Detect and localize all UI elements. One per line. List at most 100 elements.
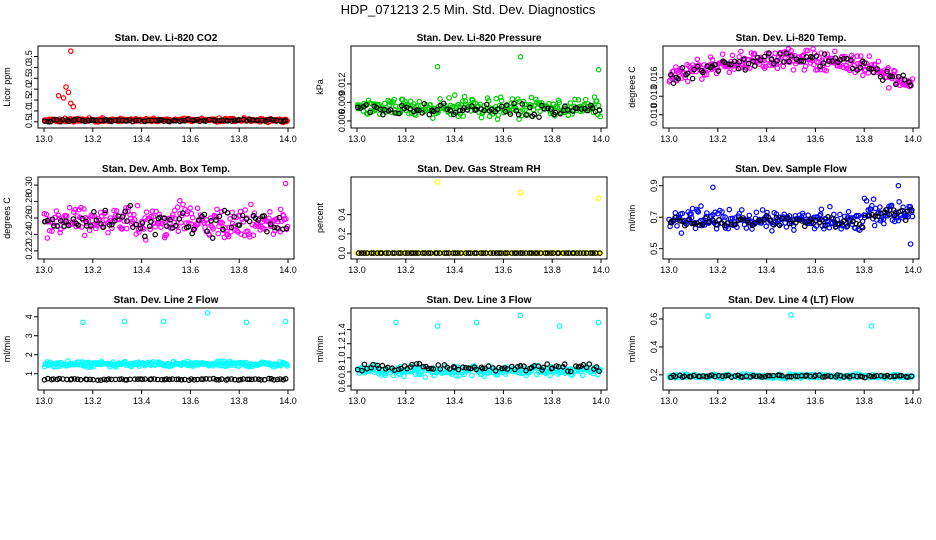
data-point <box>751 50 758 57</box>
reference-point <box>425 365 432 372</box>
panel-title: Stan. Dev. Line 2 Flow <box>114 295 219 306</box>
y-tick-label: 0.4 <box>337 208 347 221</box>
reference-point <box>521 363 527 370</box>
reference-point <box>893 81 899 88</box>
data-point <box>141 226 147 232</box>
x-tick-label: 13.2 <box>709 134 727 144</box>
reference-point <box>825 58 832 64</box>
reference-point <box>786 373 793 380</box>
data-point <box>237 208 244 215</box>
data-point <box>572 96 578 103</box>
reference-point <box>153 117 159 124</box>
reference-point <box>779 372 785 379</box>
reference-point <box>840 218 847 225</box>
x-tick-label: 13.0 <box>35 134 53 144</box>
x-tick-label: 13.2 <box>397 134 415 144</box>
reference-point <box>574 250 581 256</box>
reference-point <box>490 365 496 371</box>
reference-point <box>485 363 492 370</box>
x-tick-label: 13.6 <box>495 396 513 406</box>
reference-point <box>740 215 747 221</box>
data-points <box>666 45 916 91</box>
reference-point <box>123 377 130 383</box>
data-point <box>872 205 879 212</box>
reference-point <box>481 107 488 114</box>
outlier-point <box>63 84 69 90</box>
reference-point <box>507 111 514 117</box>
x-tick-label: 13.6 <box>807 265 825 275</box>
data-point <box>43 211 50 218</box>
data-point <box>189 214 196 221</box>
reference-point <box>450 363 457 370</box>
reference-point <box>236 222 243 228</box>
reference-point <box>768 56 775 62</box>
data-point <box>407 98 414 105</box>
reference-point <box>898 372 904 379</box>
reference-point <box>572 363 579 369</box>
reference-point <box>112 117 119 124</box>
data-point <box>446 95 452 101</box>
x-tick-label: 13.6 <box>807 134 825 144</box>
reference-point <box>538 102 545 109</box>
data-point <box>381 100 388 107</box>
reference-point <box>776 372 783 379</box>
reference-point <box>452 250 459 256</box>
data-point <box>814 66 821 73</box>
reference-point <box>361 250 367 256</box>
reference-point <box>91 209 97 215</box>
y-tick-label: 0.013 <box>649 85 659 108</box>
reference-point <box>363 102 370 108</box>
reference-point <box>801 223 808 230</box>
reference-point <box>709 217 716 223</box>
reference-point <box>464 107 471 113</box>
reference-point <box>881 373 888 380</box>
data-point <box>194 205 201 212</box>
outlier-point <box>121 318 128 325</box>
y-tick-label: 0.30 <box>24 176 34 194</box>
reference-point <box>689 75 696 82</box>
reference-point <box>413 107 420 113</box>
reference-point <box>246 218 253 225</box>
data-point <box>229 209 235 216</box>
data-point <box>885 85 892 91</box>
reference-point <box>358 250 365 256</box>
reference-point <box>420 363 427 370</box>
data-point <box>866 53 873 59</box>
y-axis-label: ml/min <box>627 205 637 232</box>
reference-point <box>50 117 57 123</box>
reference-point <box>800 58 807 65</box>
reference-point <box>79 117 86 124</box>
data-point <box>64 213 70 219</box>
y-tick-label: 0.2 <box>337 228 347 241</box>
reference-point <box>560 250 567 256</box>
data-point <box>694 208 701 214</box>
y-tick-label: 0.5 <box>24 116 34 129</box>
data-point <box>892 68 898 75</box>
data-point <box>215 230 222 237</box>
x-tick-label: 13.4 <box>758 265 776 275</box>
data-point <box>218 208 225 215</box>
reference-point <box>502 250 508 256</box>
reference-point <box>492 367 499 374</box>
data-point <box>461 93 468 100</box>
reference-point <box>283 225 290 232</box>
reference-point <box>41 218 48 225</box>
data-point <box>50 220 56 226</box>
data-point <box>537 108 543 115</box>
data-point <box>805 212 812 219</box>
reference-point <box>105 376 112 382</box>
plot-frame <box>37 307 295 391</box>
reference-point <box>487 250 494 256</box>
reference-point <box>142 233 148 240</box>
outlier-point <box>705 313 711 320</box>
reference-point <box>899 207 906 214</box>
reference-point <box>766 372 773 379</box>
reference-point <box>204 228 211 235</box>
reference-point <box>523 367 529 374</box>
reference-point <box>700 373 707 379</box>
y-tick-label: 0.016 <box>649 66 659 89</box>
reference-point <box>201 211 208 218</box>
reference-point <box>84 376 90 383</box>
data-point <box>810 61 817 68</box>
data-point <box>843 224 850 230</box>
